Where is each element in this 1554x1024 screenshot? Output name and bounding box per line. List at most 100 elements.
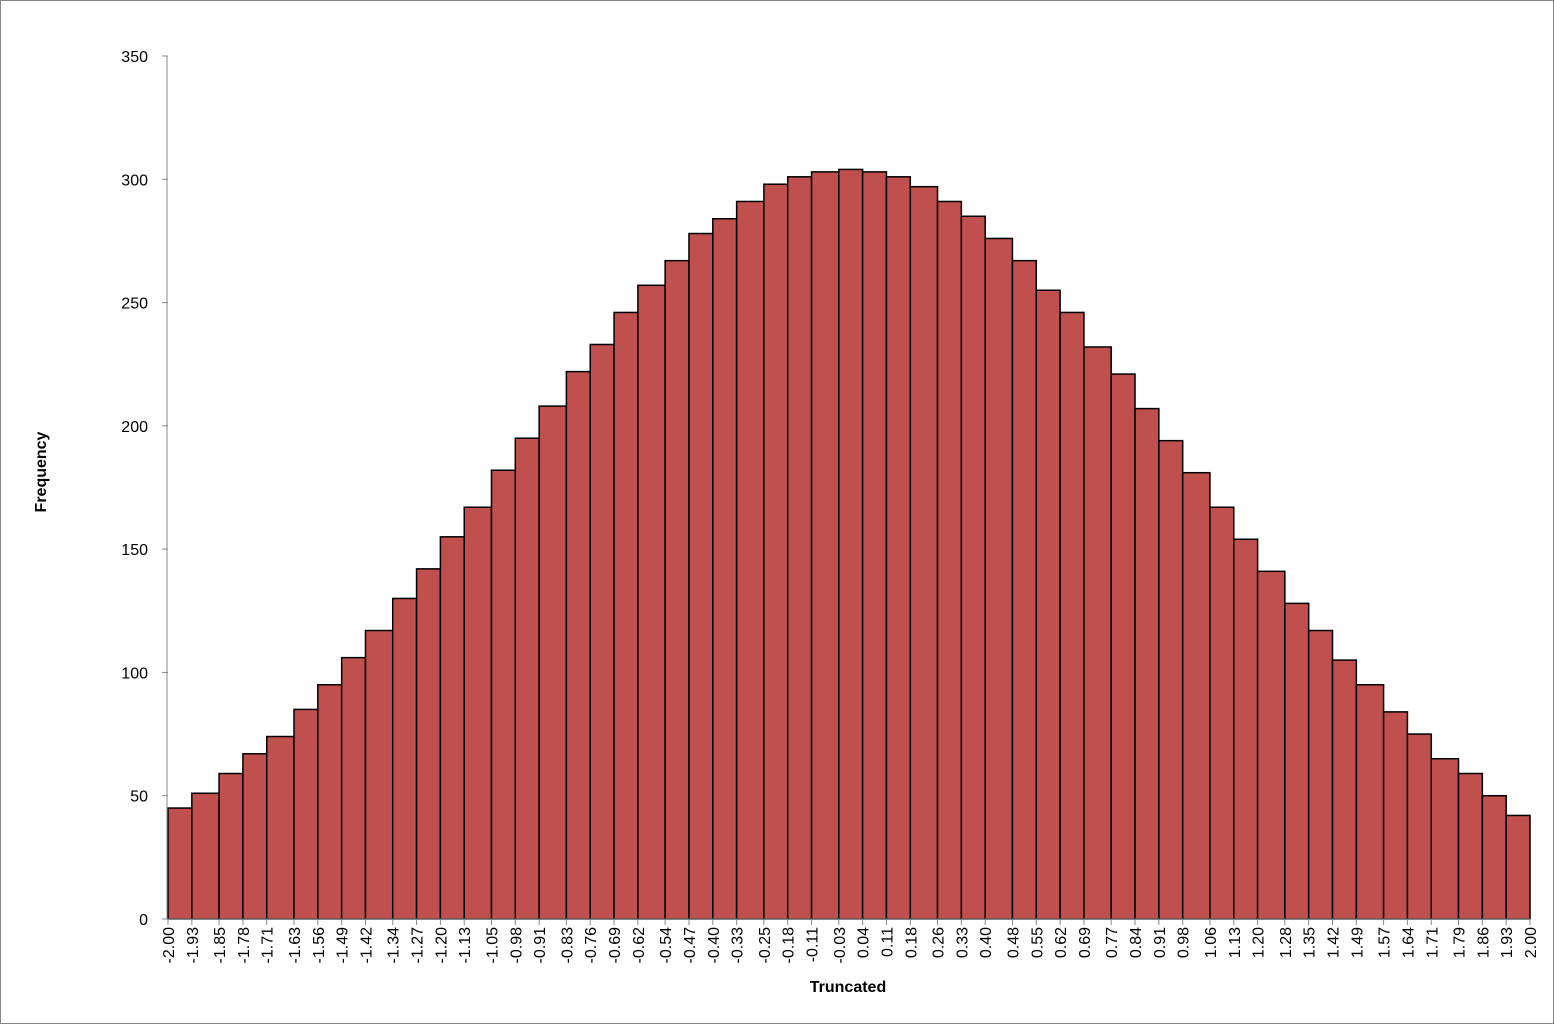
bar <box>538 405 568 920</box>
x-tick-label: 0.04 <box>856 927 873 958</box>
bar <box>1083 346 1112 920</box>
x-tick-label: -0.76 <box>583 927 600 964</box>
x-tick-label: 1.57 <box>1377 927 1394 958</box>
x-tick-label: -1.93 <box>185 927 202 964</box>
y-tick-label: 200 <box>121 419 148 436</box>
x-tick-label: 1.79 <box>1451 927 1468 958</box>
x-tick-label: 0.18 <box>903 927 920 958</box>
bar <box>1110 373 1136 920</box>
bar <box>1134 407 1160 920</box>
y-tick-label: 0 <box>139 912 148 929</box>
bar <box>1059 311 1085 920</box>
x-tick-label: 1.93 <box>1499 927 1516 958</box>
x-tick-label: -1.34 <box>386 927 403 964</box>
x-tick-label: 0.40 <box>978 927 995 958</box>
bar <box>909 185 939 920</box>
x-tick-label: 1.64 <box>1400 927 1417 958</box>
x-tick-label: -1.56 <box>311 927 328 964</box>
x-tick-label: 0.26 <box>931 927 948 958</box>
bar <box>984 237 1014 920</box>
bar <box>664 259 690 920</box>
x-tick-label: -2.00 <box>161 927 178 964</box>
bar <box>1011 259 1038 920</box>
bar <box>838 168 864 920</box>
x-tick-label: -0.69 <box>607 927 624 964</box>
x-tick-label: 1.06 <box>1203 927 1220 958</box>
bar <box>1256 570 1286 920</box>
bar <box>463 506 493 920</box>
bar <box>1158 439 1184 920</box>
x-tick-label: 1.13 <box>1227 927 1244 958</box>
bar <box>265 735 295 920</box>
bar <box>1209 506 1235 920</box>
x-tick-label: 1.49 <box>1349 927 1366 958</box>
bar <box>293 708 319 920</box>
bar <box>242 753 268 920</box>
bar <box>712 217 738 920</box>
x-tick-label: 0.33 <box>954 927 971 958</box>
y-axis-title: Frequency <box>33 431 50 512</box>
x-tick-label: -0.91 <box>532 927 549 964</box>
x-tick-label: -1.78 <box>236 927 253 964</box>
x-tick-label: 0.84 <box>1128 927 1145 958</box>
x-tick-label: 0.62 <box>1053 927 1070 958</box>
bar <box>1331 659 1358 920</box>
y-tick-label: 350 <box>121 49 148 66</box>
bar <box>786 176 813 920</box>
bar <box>439 536 465 920</box>
bar <box>340 656 367 920</box>
bar <box>885 176 912 920</box>
bar <box>637 284 666 920</box>
x-tick-label: 0.77 <box>1104 927 1121 958</box>
x-tick-label: -0.33 <box>730 927 747 964</box>
x-tick-label: -0.03 <box>832 927 849 964</box>
bar <box>960 215 986 920</box>
x-tick-label: -1.49 <box>335 927 352 964</box>
bar <box>167 807 193 920</box>
bar <box>565 370 591 920</box>
x-axis-title: Truncated <box>810 979 886 996</box>
bar <box>391 597 418 920</box>
bar <box>861 171 888 920</box>
y-tick-label: 100 <box>121 665 148 682</box>
bar <box>1406 733 1433 920</box>
x-tick-label: 2.00 <box>1523 927 1540 958</box>
x-tick-label: -1.20 <box>433 927 450 964</box>
x-tick-label: 1.86 <box>1475 927 1492 958</box>
bar <box>589 343 615 920</box>
bar <box>415 568 442 920</box>
x-tick-label: 0.11 <box>879 927 896 957</box>
y-tick-label: 250 <box>121 296 148 313</box>
bar <box>1181 471 1211 920</box>
y-tick-label: 150 <box>121 542 148 559</box>
bar <box>191 792 220 920</box>
x-tick-label: 0.48 <box>1005 927 1022 958</box>
bar <box>1481 794 1507 920</box>
bar <box>1355 684 1385 920</box>
x-tick-label: -0.25 <box>757 927 774 964</box>
bar <box>936 200 963 920</box>
x-tick-label: -0.54 <box>658 927 675 964</box>
bar <box>1430 757 1460 920</box>
x-tick-label: -0.98 <box>508 927 525 964</box>
x-tick-label: -0.47 <box>682 927 699 964</box>
bar <box>613 311 639 920</box>
x-tick-label: -0.11 <box>805 927 822 962</box>
x-tick-label: 1.28 <box>1278 927 1295 958</box>
x-tick-label: 0.69 <box>1077 927 1094 958</box>
bar <box>1307 629 1334 920</box>
bar <box>763 183 789 920</box>
x-tick-label: -1.27 <box>410 927 427 964</box>
bar <box>317 684 343 920</box>
bar <box>514 437 540 920</box>
x-tick-label: -0.83 <box>559 927 576 964</box>
x-tick-label: -1.42 <box>358 927 375 964</box>
bar <box>810 171 840 920</box>
bar <box>1505 814 1531 920</box>
bar <box>490 469 517 920</box>
bar <box>1457 772 1484 920</box>
x-tick-label: 1.35 <box>1302 927 1319 958</box>
bar <box>218 772 244 920</box>
bar <box>1233 538 1259 920</box>
